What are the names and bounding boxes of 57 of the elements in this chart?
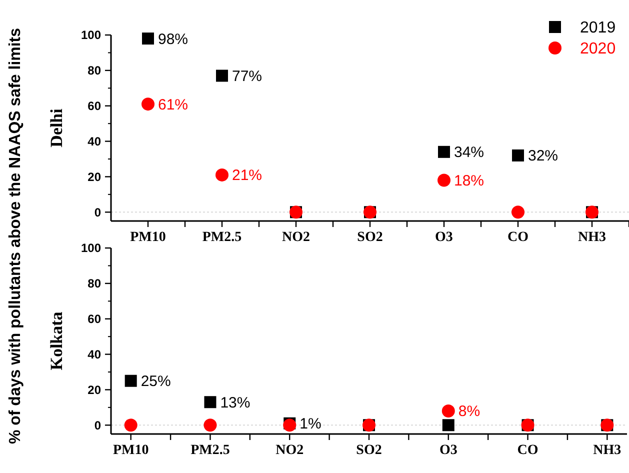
data-label: 1% xyxy=(300,416,322,433)
legend-label: 2019 xyxy=(580,20,616,37)
x-tick-label: PM2.5 xyxy=(190,443,230,458)
point xyxy=(442,419,454,432)
point xyxy=(142,98,154,111)
data-label: 61% xyxy=(158,96,188,114)
data-label: 8% xyxy=(458,403,480,420)
y-tick-label: 60 xyxy=(88,99,102,114)
data-label: 34% xyxy=(454,144,484,162)
point xyxy=(216,70,228,82)
point xyxy=(438,174,450,187)
y-tick-label: 100 xyxy=(80,241,102,256)
data-label: 25% xyxy=(140,373,171,390)
y-tick-label: 100 xyxy=(80,28,102,42)
data-label: 32% xyxy=(528,148,558,165)
text: Kolkata xyxy=(47,311,66,370)
y-axis-title: % of days with pollutants above the NAAQS safe limits xyxy=(7,28,24,444)
y-tick-label: 60 xyxy=(88,312,102,326)
y-tick-label: 0 xyxy=(94,418,102,432)
data-label: 18% xyxy=(454,172,484,190)
x-tick-label: CO xyxy=(508,230,529,245)
y-tick-label: 20 xyxy=(88,170,102,184)
y-tick-label: 40 xyxy=(88,134,102,148)
point xyxy=(442,404,455,418)
x-tick-label: O3 xyxy=(435,230,453,245)
x-tick-label: NH3 xyxy=(578,230,606,245)
point xyxy=(204,418,217,432)
x-tick-label: CO xyxy=(517,443,538,458)
y-tick-label: 20 xyxy=(88,382,102,397)
x-tick-label: NO2 xyxy=(282,230,310,245)
point xyxy=(512,206,524,219)
y-tick-label: 40 xyxy=(88,347,102,362)
x-tick-label: PM2.5 xyxy=(202,230,242,245)
data-label: 77% xyxy=(232,68,262,85)
point xyxy=(142,32,154,45)
x-tick-label: PM10 xyxy=(112,443,149,458)
point xyxy=(124,374,137,387)
y-tick-label: 80 xyxy=(88,276,102,291)
data-label: 13% xyxy=(220,394,250,412)
x-tick-label: NO2 xyxy=(276,443,304,458)
y-tick-label: 80 xyxy=(88,64,102,78)
x-tick-label: SO2 xyxy=(357,230,383,245)
legend-label: 2020 xyxy=(580,40,616,58)
point xyxy=(216,168,228,182)
y-tick-label: 0 xyxy=(94,205,102,220)
point xyxy=(438,146,450,158)
x-tick-label: SO2 xyxy=(356,443,382,458)
text: Delhi xyxy=(47,108,66,148)
point xyxy=(124,418,138,432)
x-tick-label: O3 xyxy=(439,443,458,458)
x-tick-label: PM10 xyxy=(130,230,166,245)
point xyxy=(204,396,216,408)
point xyxy=(283,418,296,432)
point xyxy=(512,149,524,162)
data-label: 21% xyxy=(232,167,262,184)
data-label: 98% xyxy=(158,30,188,48)
x-tick-label: NH3 xyxy=(593,443,622,458)
